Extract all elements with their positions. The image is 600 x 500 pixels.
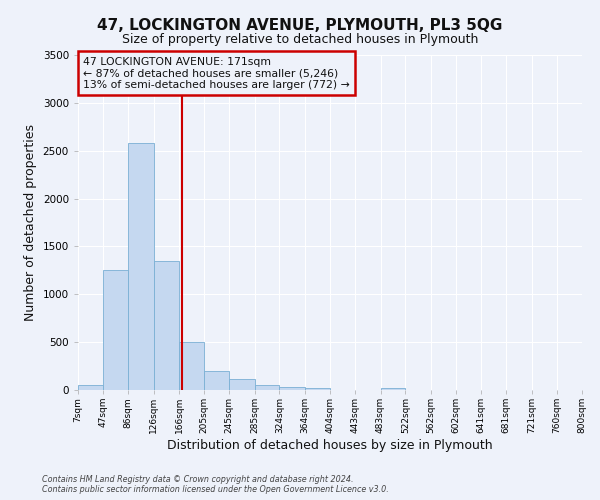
X-axis label: Distribution of detached houses by size in Plymouth: Distribution of detached houses by size … [167,439,493,452]
Bar [305,388,331,390]
Text: Size of property relative to detached houses in Plymouth: Size of property relative to detached ho… [122,32,478,46]
Bar [229,380,254,390]
Bar [254,385,280,390]
Y-axis label: Number of detached properties: Number of detached properties [24,124,37,321]
Bar [380,388,406,390]
Text: 47 LOCKINGTON AVENUE: 171sqm
← 87% of detached houses are smaller (5,246)
13% of: 47 LOCKINGTON AVENUE: 171sqm ← 87% of de… [83,56,350,90]
Bar [179,342,204,390]
Bar [78,385,103,390]
Bar [154,261,179,390]
Bar [103,270,128,390]
Text: Contains public sector information licensed under the Open Government Licence v3: Contains public sector information licen… [42,486,389,494]
Bar [204,371,229,390]
Bar [280,387,305,390]
Text: 47, LOCKINGTON AVENUE, PLYMOUTH, PL3 5QG: 47, LOCKINGTON AVENUE, PLYMOUTH, PL3 5QG [97,18,503,32]
Text: Contains HM Land Registry data © Crown copyright and database right 2024.: Contains HM Land Registry data © Crown c… [42,476,353,484]
Bar [128,143,154,390]
